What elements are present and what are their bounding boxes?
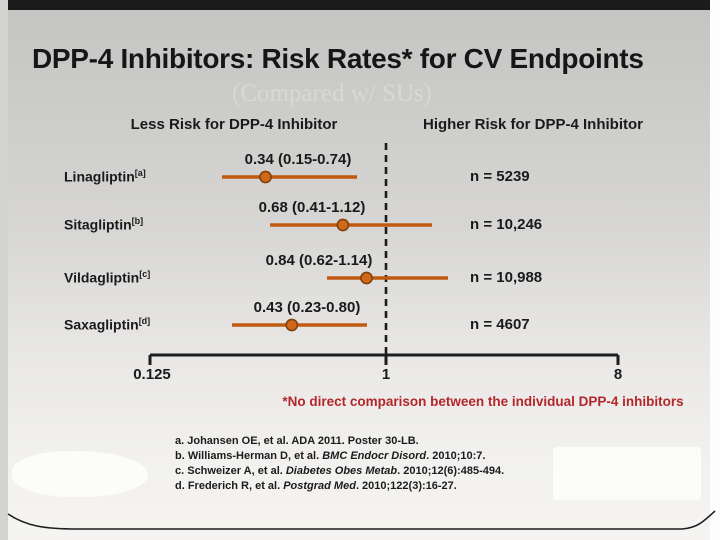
drug-name: Vildagliptin xyxy=(64,269,140,286)
drug-name: Saxagliptin xyxy=(64,316,139,333)
reference-text: b. Williams-Herman D, et al. xyxy=(175,450,323,462)
slide-subtitle: (Compared w/ SUs) xyxy=(232,80,432,107)
n-label-vildagliptin: n = 10,988 xyxy=(470,269,543,286)
reference-text: a. Johansen OE, et al. ADA 2011. Poster … xyxy=(175,435,419,447)
journal-name: Diabetes Obes Metab xyxy=(285,465,398,477)
drug-label-vildagliptin: Vildagliptin[c] xyxy=(64,269,150,286)
journal-name: Postgrad Med xyxy=(283,480,356,492)
slide-title: DPP-4 Inhibitors: Risk Rates* for CV End… xyxy=(32,43,644,74)
reference-text: c. Schweizer A, et al. xyxy=(175,465,286,477)
reference-text: d. Frederich R, et al. xyxy=(175,480,284,492)
reference-b: b. Williams-Herman D, et al. BMC Endocr … xyxy=(175,449,504,464)
logo-whiteout-left xyxy=(12,451,148,497)
drug-ref-mark: [d] xyxy=(138,316,151,326)
x-tick-1: 1 xyxy=(381,366,391,383)
journal-name: BMC Endocr Disord xyxy=(322,450,427,462)
reference-d: d. Frederich R, et al. Postgrad Med. 201… xyxy=(175,479,504,494)
value-label-vildagliptin: 0.84 (0.62-1.14) xyxy=(265,252,373,269)
reference-text: . 2010;12(6):485-494. xyxy=(397,465,505,477)
n-label-sitagliptin: n = 10,246 xyxy=(470,216,543,233)
drug-ref-mark: [b] xyxy=(131,216,144,226)
x-tick-0125: 0.125 xyxy=(133,366,171,383)
drug-label-sitagliptin: Sitagliptin[b] xyxy=(64,216,143,233)
reference-c: c. Schweizer A, et al. Diabetes Obes Met… xyxy=(175,464,504,479)
less-risk-header: Less Risk for DPP-4 Inhibitor xyxy=(130,116,338,133)
reference-a: a. Johansen OE, et al. ADA 2011. Poster … xyxy=(175,434,504,449)
drug-name: Sitagliptin xyxy=(64,216,132,233)
reference-text: . 2010;10:7. xyxy=(426,450,486,462)
drug-label-linagliptin: Linagliptin[a] xyxy=(64,168,146,185)
left-edge-strip xyxy=(0,0,8,540)
drug-ref-mark: [c] xyxy=(139,269,151,279)
reference-list: a. Johansen OE, et al. ADA 2011. Poster … xyxy=(175,434,504,494)
reference-text: . 2010;122(3):16-27. xyxy=(355,480,457,492)
drug-label-saxagliptin: Saxagliptin[d] xyxy=(64,316,150,333)
value-label-sitagliptin: 0.68 (0.41-1.12) xyxy=(258,199,366,216)
value-label-saxagliptin: 0.43 (0.23-0.80) xyxy=(253,299,361,316)
value-label-linagliptin: 0.34 (0.15-0.74) xyxy=(244,151,352,168)
higher-risk-header: Higher Risk for DPP-4 Inhibitor xyxy=(422,116,644,133)
right-edge-strip xyxy=(710,0,720,540)
logo-whiteout-right xyxy=(553,447,701,500)
n-label-linagliptin: n = 5239 xyxy=(470,168,530,185)
top-dark-band xyxy=(8,0,710,10)
n-label-saxagliptin: n = 4607 xyxy=(470,316,530,333)
drug-ref-mark: [a] xyxy=(134,168,146,178)
x-tick-8: 8 xyxy=(613,366,623,383)
no-comparison-footnote: *No direct comparison between the indivi… xyxy=(282,394,684,409)
drug-name: Linagliptin xyxy=(64,168,135,185)
